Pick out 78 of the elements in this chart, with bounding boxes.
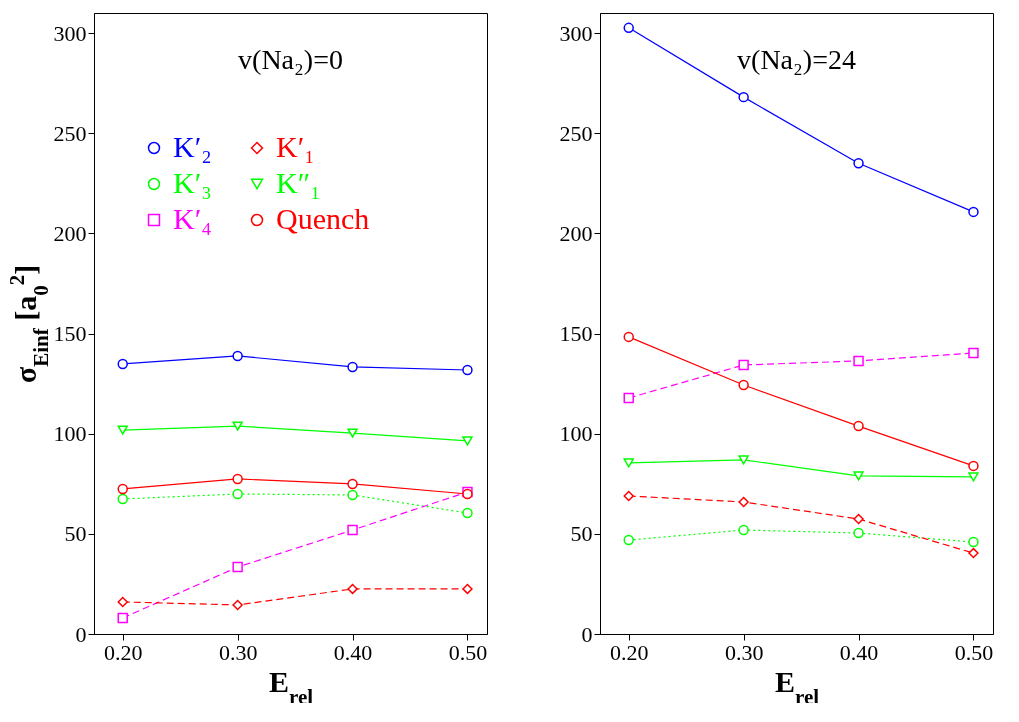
point xyxy=(232,473,243,485)
point xyxy=(623,392,634,404)
x-tick-label: 0.20 xyxy=(103,639,143,665)
point xyxy=(968,536,979,548)
point xyxy=(347,478,358,490)
y-tick-label: 250 xyxy=(559,120,593,146)
y-tick-label: 150 xyxy=(53,321,87,347)
text: v(Na₂)=0 xyxy=(238,44,343,75)
x-tick-label: 0.50 xyxy=(448,639,488,665)
point xyxy=(968,547,979,559)
point xyxy=(853,471,864,481)
point xyxy=(462,583,473,595)
point xyxy=(623,490,634,502)
y-tick-label: 150 xyxy=(559,321,593,347)
point xyxy=(347,489,358,501)
point xyxy=(853,513,864,525)
point xyxy=(232,488,243,500)
point xyxy=(232,350,243,362)
y-tick-label: 200 xyxy=(559,220,593,246)
point xyxy=(462,364,473,376)
point xyxy=(623,458,634,468)
x-tick-label: 0.40 xyxy=(333,639,373,665)
x-tick-label: 0.30 xyxy=(218,639,258,665)
point xyxy=(968,347,979,359)
point xyxy=(232,561,243,573)
y-tick-label: 0 xyxy=(581,621,593,647)
legend-label: K′₄ xyxy=(173,202,212,235)
point xyxy=(968,460,979,472)
x-tick-label: 0.50 xyxy=(954,639,994,665)
legend-label: K′₁ xyxy=(276,130,315,163)
y-tick-label: 50 xyxy=(64,521,87,547)
point xyxy=(738,524,749,536)
text: v(Na₂)=24 xyxy=(737,44,856,75)
point xyxy=(117,483,128,495)
point xyxy=(853,527,864,539)
y-tick-label: 0 xyxy=(75,621,87,647)
point xyxy=(347,583,358,595)
y-tick-label: 200 xyxy=(53,220,87,246)
point xyxy=(623,22,634,34)
y-tick-label: 300 xyxy=(559,20,593,46)
legend-label: Quench xyxy=(276,202,370,235)
point xyxy=(738,455,749,465)
y-tick-label: 50 xyxy=(570,521,593,547)
x-tick-label: 0.20 xyxy=(609,639,649,665)
point xyxy=(117,358,128,370)
x-tick-label: 0.30 xyxy=(724,639,764,665)
y-tick-label: 250 xyxy=(53,120,87,146)
x-axis-title: E$_{rel}$ xyxy=(268,664,314,709)
point xyxy=(462,436,473,446)
point xyxy=(853,158,864,169)
point xyxy=(232,421,243,431)
x-tick-label: 0.40 xyxy=(839,639,879,665)
point xyxy=(117,612,128,624)
point xyxy=(968,206,979,218)
point xyxy=(347,361,358,373)
point xyxy=(738,496,749,508)
point xyxy=(968,472,979,482)
point xyxy=(117,493,128,505)
x-axis-title: E$_{rel}$ xyxy=(774,664,820,709)
point xyxy=(117,596,128,608)
legend-label: K′₃ xyxy=(173,166,212,199)
y-tick-label: 100 xyxy=(53,421,87,447)
point xyxy=(117,425,128,435)
y-tick-label: 100 xyxy=(559,421,593,447)
point xyxy=(738,91,749,103)
point xyxy=(623,534,634,546)
point xyxy=(623,331,634,343)
y-tick-label: 300 xyxy=(53,20,87,46)
point xyxy=(462,507,473,519)
point xyxy=(347,428,358,438)
point xyxy=(853,420,864,432)
point xyxy=(738,379,749,391)
legend-label: K″₁ xyxy=(276,166,321,199)
point xyxy=(232,599,243,611)
legend-label: K′₂ xyxy=(173,130,212,163)
point xyxy=(738,359,749,371)
point xyxy=(347,524,358,536)
point xyxy=(853,355,864,367)
